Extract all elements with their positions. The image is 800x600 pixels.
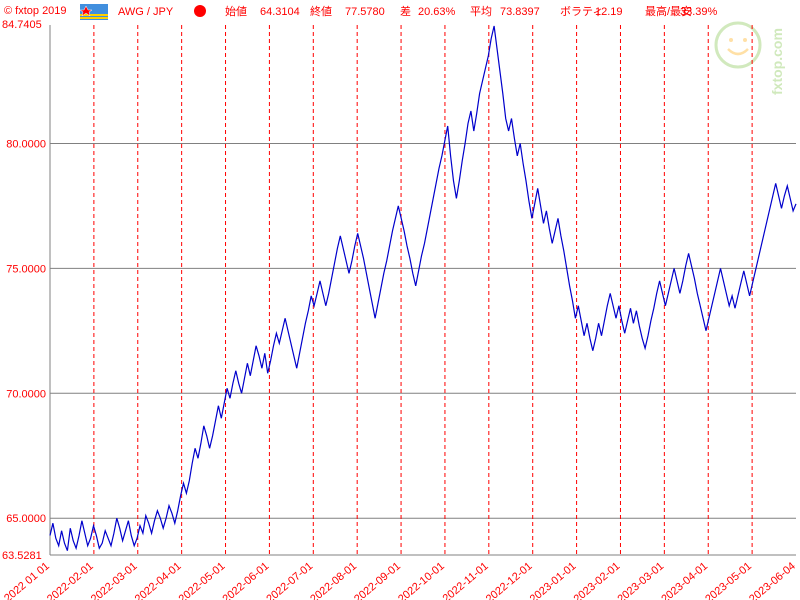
open-value: 64.3104 xyxy=(260,6,300,18)
x-tick-label: 2022-03-01 xyxy=(89,560,140,600)
x-tick-label: 2022-12-01 xyxy=(484,560,535,600)
diff-value: 20.63% xyxy=(418,6,456,18)
jpy-flag-icon xyxy=(194,5,206,17)
x-tick-label: 2023-01-01 xyxy=(528,560,579,600)
x-tick-label: 2022-07-01 xyxy=(264,560,315,600)
x-tick-label: 2023-03-01 xyxy=(615,560,666,600)
y-tick-label: 75.0000 xyxy=(6,263,46,275)
y-tick-label: 70.0000 xyxy=(6,388,46,400)
x-tick-label: 2023-04-01 xyxy=(659,560,710,600)
avg-label: 平均 xyxy=(470,5,492,18)
watermark-text: fxtop.com xyxy=(769,28,785,95)
x-tick-label: 2022-06-01 xyxy=(221,560,272,600)
x-tick-label: 2022-11-01 xyxy=(441,560,491,600)
y-tick-label: 80.0000 xyxy=(6,138,46,150)
y-tick-label: 65.0000 xyxy=(6,513,46,525)
price-line xyxy=(50,26,796,551)
watermark-logo xyxy=(716,23,760,67)
x-tick-label: 2023-05-01 xyxy=(703,560,754,600)
avg-value: 73.8397 xyxy=(500,6,540,18)
x-tick-label: 2022-09-01 xyxy=(352,560,403,600)
x-tick-label: 2022-05-01 xyxy=(177,560,228,600)
diff-label: 差 xyxy=(400,4,411,18)
y-max-label: 84.7405 xyxy=(2,19,42,31)
close-value: 77.5780 xyxy=(345,6,385,18)
x-tick-label: 2022-02-01 xyxy=(45,560,96,600)
x-tick-label: 2022-04-01 xyxy=(133,560,184,600)
x-tick-label: 2022-08-01 xyxy=(308,560,359,600)
chart-svg: fxtop.com 65.0000 70.0000 75.0000 80.0000 84.… xyxy=(0,0,800,600)
x-tick-label: 2022 01 01 xyxy=(2,560,52,600)
open-label: 始値 xyxy=(225,4,247,18)
hilo-value: 33.39% xyxy=(680,6,718,18)
close-label: 終値 xyxy=(310,4,332,18)
x-tick-label: 2023-06-04 xyxy=(747,560,798,600)
copyright-label: © fxtop 2019 xyxy=(4,5,67,17)
x-tick-label: 2022-10-01 xyxy=(396,560,447,600)
vol-value: 12.19 xyxy=(595,6,623,18)
forex-chart: fxtop.com 65.0000 70.0000 75.0000 80.0000 84.… xyxy=(0,0,800,600)
x-tick-label: 2023-02-01 xyxy=(572,560,623,600)
pair-label: AWG / JPY xyxy=(118,6,174,18)
y-min-label: 63.5281 xyxy=(2,550,42,562)
